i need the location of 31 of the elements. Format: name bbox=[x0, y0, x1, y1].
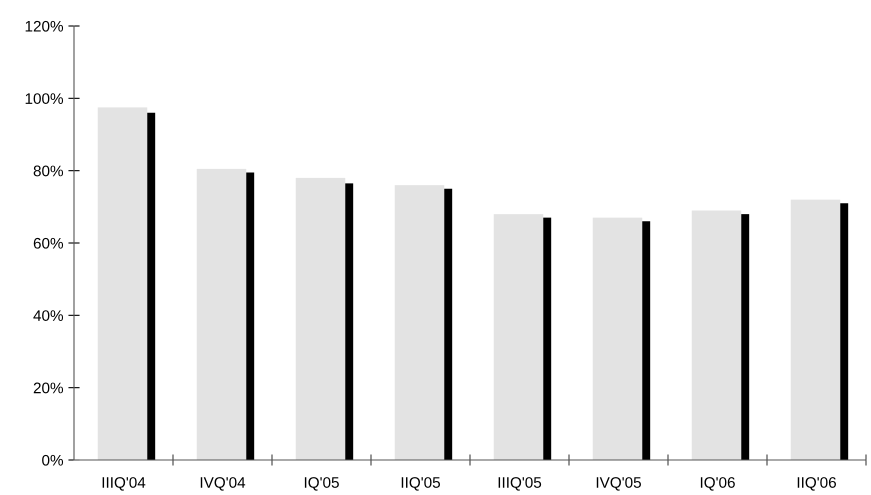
x-tick-label: IIIQ'04 bbox=[102, 477, 146, 491]
x-tick-label: IIIQ'05 bbox=[498, 477, 542, 491]
x-tick-label: IQ'06 bbox=[700, 477, 735, 491]
y-tick-label: 0% bbox=[42, 454, 64, 466]
bar bbox=[592, 218, 642, 460]
bar bbox=[196, 168, 246, 460]
bar bbox=[790, 200, 840, 460]
bar bbox=[494, 214, 544, 460]
bar bbox=[692, 210, 742, 460]
y-tick-label: 120% bbox=[26, 20, 64, 32]
bar bbox=[246, 172, 254, 460]
bar bbox=[642, 221, 650, 460]
y-tick-label: 60% bbox=[34, 238, 64, 249]
bar bbox=[741, 214, 750, 460]
bar bbox=[345, 183, 354, 460]
bar bbox=[296, 178, 346, 460]
bar bbox=[394, 185, 444, 460]
x-tick-label: IQ'05 bbox=[304, 477, 339, 491]
x-tick-label: IIQ'06 bbox=[798, 477, 836, 491]
bar bbox=[98, 107, 148, 460]
y-tick-label: 80% bbox=[34, 166, 64, 176]
y-tick-label: 40% bbox=[33, 310, 64, 322]
bar bbox=[543, 218, 552, 460]
bar bbox=[147, 112, 156, 460]
x-tick-label: IVQ'05 bbox=[596, 477, 641, 491]
x-tick-label: IIQ'05 bbox=[402, 477, 440, 491]
y-tick-label: 100% bbox=[26, 93, 64, 104]
bar bbox=[840, 203, 848, 460]
y-tick-label: 20% bbox=[34, 382, 64, 394]
x-tick-label: IVQ'04 bbox=[200, 477, 246, 491]
bar bbox=[444, 188, 452, 460]
